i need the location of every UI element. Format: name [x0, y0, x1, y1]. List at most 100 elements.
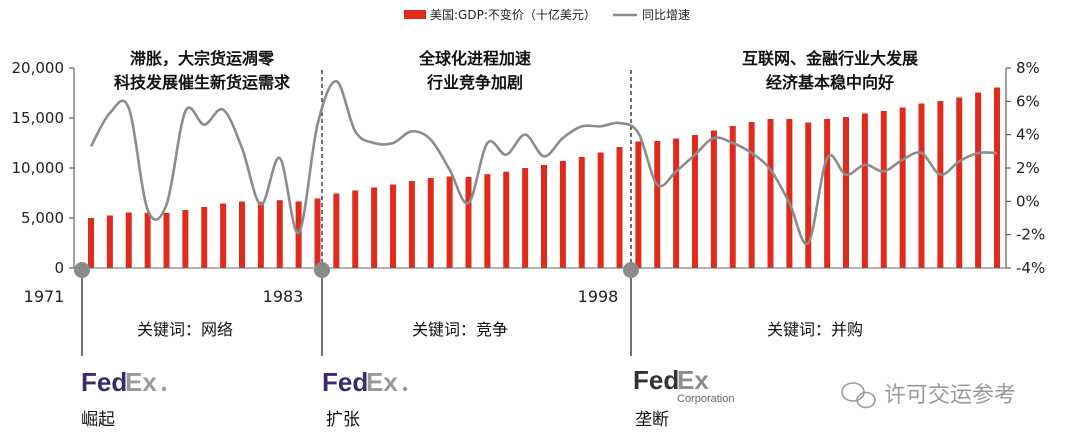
gdp-bar [276, 200, 283, 268]
legend-bar-swatch [404, 10, 426, 19]
growth-line [89, 80, 998, 246]
gdp-bar [182, 210, 189, 268]
era-2-line1: 全球化进程加速 [418, 49, 531, 68]
y-right-tick-label: 6% [1016, 92, 1040, 110]
fedex-logo-3-fed: Fed [633, 365, 679, 395]
y-right-tick-label: 0% [1016, 192, 1040, 210]
gdp-bar [220, 203, 227, 268]
era-3-line2: 经济基本稳中向好 [766, 73, 894, 92]
gdp-bar [484, 174, 491, 268]
gdp-bar [880, 111, 887, 268]
y-right-tick-label: 4% [1016, 126, 1040, 144]
era-2: 全球化进程加速 行业竞争加剧 [418, 49, 531, 92]
gdp-bar [710, 130, 717, 268]
gdp-bar [408, 181, 415, 268]
gdp-bar [503, 171, 510, 268]
gdp-bar [729, 126, 736, 268]
era-1-line1: 滞胀，大宗货运凋零 [130, 49, 275, 68]
y-axis-right: -4% -2% 0% 2% 4% 6% 8% [1005, 59, 1045, 277]
growth-line-group [89, 80, 998, 246]
gdp-bar [163, 213, 170, 268]
gdp-bars [88, 87, 1000, 268]
gdp-bar [805, 122, 812, 268]
fedex-logo-2-fed: Fed [322, 367, 368, 397]
gdp-bar [899, 107, 906, 268]
gdp-bar [597, 152, 604, 268]
gdp-bar [956, 97, 963, 268]
year-1971: 1971 [24, 287, 65, 306]
gdp-bar [446, 176, 453, 268]
fedex-logo-3-ex: Ex [677, 365, 709, 395]
gdp-bar [144, 212, 151, 268]
y-right-tick-label: -2% [1016, 226, 1045, 244]
y-left-tick-label: 20,000 [12, 59, 65, 77]
fedex-logo-2-ex: Ex [366, 367, 398, 397]
gdp-bar [427, 178, 434, 268]
gdp-bar [994, 87, 1000, 268]
gdp-bar [692, 135, 698, 268]
gdp-bar [352, 190, 359, 268]
fedex-logo-1-ex: Ex [125, 367, 157, 397]
era-3-line1: 互联网、金融行业大发展 [742, 49, 919, 68]
gdp-bar [333, 193, 340, 268]
era-1-line2: 科技发展催生新货运需求 [114, 73, 291, 92]
gdp-bar [541, 165, 547, 268]
gdp-bar [861, 113, 868, 268]
legend-line-label: 同比增速 [642, 8, 690, 22]
timeline-marker-1971 [74, 262, 90, 278]
gdp-bar [257, 201, 264, 268]
fedex-logo-2-dot [402, 386, 408, 392]
stage-rise: 崛起 [81, 410, 115, 430]
gdp-bar [635, 141, 642, 268]
gdp-bar [843, 117, 849, 268]
gdp-bar [88, 218, 94, 268]
keyword-competition: 关键词：竞争 [412, 320, 508, 339]
fedex-logo-3: Fed Ex Corporation [633, 365, 734, 405]
fedex-logo-3-corporation: Corporation [677, 393, 734, 405]
gdp-bar [522, 168, 529, 268]
gdp-bar [824, 119, 831, 268]
stage-expand: 扩张 [326, 410, 360, 430]
gdp-bar [767, 119, 774, 268]
legend-bar-label: 美国:GDP:不变价（十亿美元） [430, 7, 596, 22]
gdp-bar [390, 184, 396, 268]
gdp-bar [975, 92, 982, 268]
gdp-bar [616, 147, 623, 268]
gdp-bar [673, 138, 680, 268]
gdp-bar [371, 187, 378, 268]
watermark-text: 许可交运参考 [884, 383, 1016, 408]
timeline-marker-1998 [623, 262, 639, 278]
timeline-marker-1983 [314, 262, 330, 278]
gdp-bar [465, 177, 472, 268]
y-left-tick-label: 10,000 [12, 159, 65, 177]
gdp-bar [937, 101, 944, 268]
y-right-tick-label: 2% [1016, 159, 1040, 177]
gdp-bar [106, 215, 113, 268]
y-axis-left: 0 5,000 10,000 15,000 20,000 [12, 59, 75, 277]
keyword-acquisition: 关键词：并购 [767, 320, 863, 339]
y-right-tick-label: 8% [1016, 59, 1040, 77]
gdp-bar [578, 157, 585, 268]
gdp-bar [125, 212, 132, 268]
gdp-bar [559, 161, 566, 268]
gdp-bar [239, 201, 245, 268]
era-2-line2: 行业竞争加剧 [426, 73, 523, 92]
fedex-logo-1-dot [161, 386, 167, 392]
era-3: 互联网、金融行业大发展 经济基本稳中向好 [742, 49, 919, 92]
y-left-tick-label: 0 [54, 259, 64, 277]
gdp-bar [314, 198, 321, 268]
fedex-logo-1-fed: Fed [81, 367, 127, 397]
legend: 美国:GDP:不变价（十亿美元） 同比增速 [404, 7, 690, 22]
y-right-tick-label: -4% [1016, 259, 1045, 277]
fedex-logo-1: Fed Ex [81, 367, 167, 397]
y-left-tick-label: 5,000 [21, 209, 64, 227]
y-left-tick-label: 15,000 [12, 109, 65, 127]
era-1: 滞胀，大宗货运凋零 科技发展催生新货运需求 [114, 49, 291, 92]
gdp-bar [295, 201, 302, 268]
gdp-bar [748, 122, 755, 268]
keyword-network: 关键词：网络 [137, 320, 233, 339]
wechat-icon [841, 382, 876, 409]
year-1998: 1998 [578, 287, 619, 306]
gdp-bar [654, 141, 661, 268]
